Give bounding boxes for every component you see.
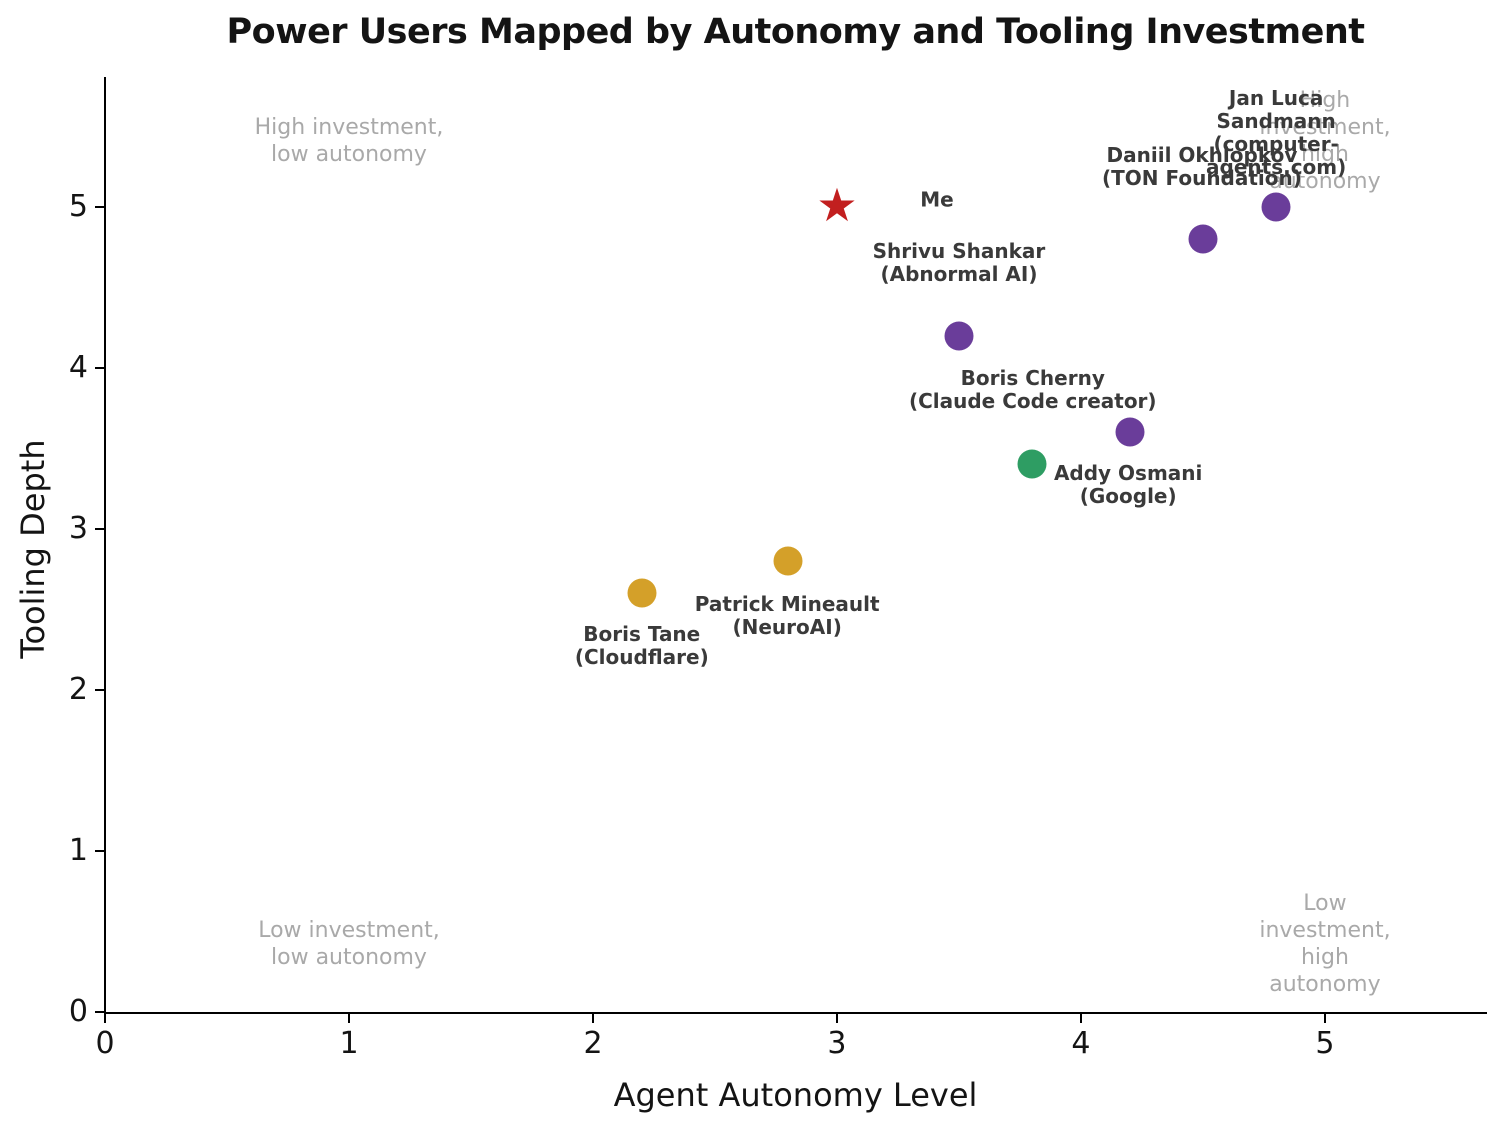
x-axis-label: Agent Autonomy Level	[613, 1076, 978, 1114]
x-tick-label-4: 4	[1071, 1026, 1091, 1061]
point-label-addy-osmani-google: Addy Osmani (Google)	[1053, 461, 1203, 509]
y-tick-label-5: 5	[68, 188, 88, 224]
x-tick-label-2: 2	[583, 1026, 603, 1061]
x-axis-spine	[104, 1012, 1487, 1014]
point-labels-layer: Me Jan Luca Sandmann (computer-agents.com…	[105, 78, 1486, 1012]
quadrant-label-high-investment-low-autonomy: High investment, low autonomy	[254, 114, 444, 167]
quadrant-label-high-investment-high-autonomy: High investment, high autonomy	[1259, 87, 1391, 194]
x-tick-label-1: 1	[339, 1026, 359, 1061]
x-tick-mark-0	[104, 1014, 106, 1023]
quadrant-annotations-layer: High investment, low autonomy High invest…	[105, 78, 1486, 1012]
y-tick-label-1: 1	[68, 832, 88, 868]
data-point-patrick-mineault-neuroai	[773, 546, 803, 576]
y-tick-mark-5	[95, 205, 104, 208]
y-tick-label-4: 4	[68, 349, 88, 385]
y-tick-mark-0	[95, 1011, 104, 1013]
y-tick-label-3: 3	[68, 510, 88, 546]
point-label-daniil-okhlopkov-ton-foundation: Daniil Okhlopkov (TON Foundation)	[1102, 143, 1302, 191]
y-tick-label-2: 2	[68, 671, 88, 707]
chart-title: Power Users Mapped by Autonomy and Tooli…	[226, 12, 1365, 52]
x-tick-label-5: 5	[1315, 1026, 1335, 1061]
y-axis-spine	[104, 77, 106, 1014]
quadrant-label-low-investment-high-autonomy: Low investment, high autonomy	[1259, 891, 1391, 998]
point-label-patrick-mineault-neuroai: Patrick Mineault (NeuroAI)	[694, 592, 880, 640]
x-tick-mark-1	[347, 1014, 350, 1023]
point-label-jan-luca-sandmann-computer-agents-com: Jan Luca Sandmann (computer-agents.com)	[1206, 85, 1347, 179]
point-label-boris-tane-cloudflare: Boris Tane (Cloudflare)	[574, 622, 709, 670]
x-tick-label-3: 3	[827, 1026, 847, 1061]
data-points-layer: ★	[105, 78, 1486, 1012]
data-point-jan-luca-sandmann-computer-agents-com	[1261, 192, 1291, 222]
x-tick-mark-5	[1323, 1014, 1326, 1023]
data-point-boris-cherny-claude-code-creator	[1115, 417, 1145, 447]
data-point-shrivu-shankar-abnormal-ai	[944, 321, 974, 351]
plot-area: High investment, low autonomy High invest…	[105, 78, 1486, 1012]
y-tick-mark-3	[95, 527, 104, 530]
data-point-daniil-okhlopkov-ton-foundation	[1188, 224, 1218, 254]
y-tick-mark-2	[95, 688, 104, 691]
data-point-boris-tane-cloudflare	[627, 578, 657, 608]
quadrant-label-low-investment-low-autonomy: Low investment, low autonomy	[258, 918, 440, 971]
x-tick-mark-3	[835, 1014, 838, 1023]
y-tick-mark-1	[95, 849, 104, 852]
y-tick-mark-4	[95, 366, 104, 369]
point-label-shrivu-shankar-abnormal-ai: Shrivu Shankar (Abnormal AI)	[872, 238, 1046, 286]
y-axis-label: Tooling Depth	[14, 439, 52, 659]
x-tick-mark-4	[1079, 1014, 1082, 1023]
data-point-addy-osmani-google	[1017, 449, 1047, 479]
y-tick-label-0: 0	[68, 994, 88, 1029]
x-tick-mark-2	[591, 1014, 594, 1023]
point-label-me: Me	[920, 187, 954, 212]
star-marker-me: ★	[816, 177, 858, 232]
point-label-boris-cherny-claude-code-creator: Boris Cherny (Claude Code creator)	[908, 366, 1157, 414]
x-tick-label-0: 0	[95, 1026, 115, 1061]
